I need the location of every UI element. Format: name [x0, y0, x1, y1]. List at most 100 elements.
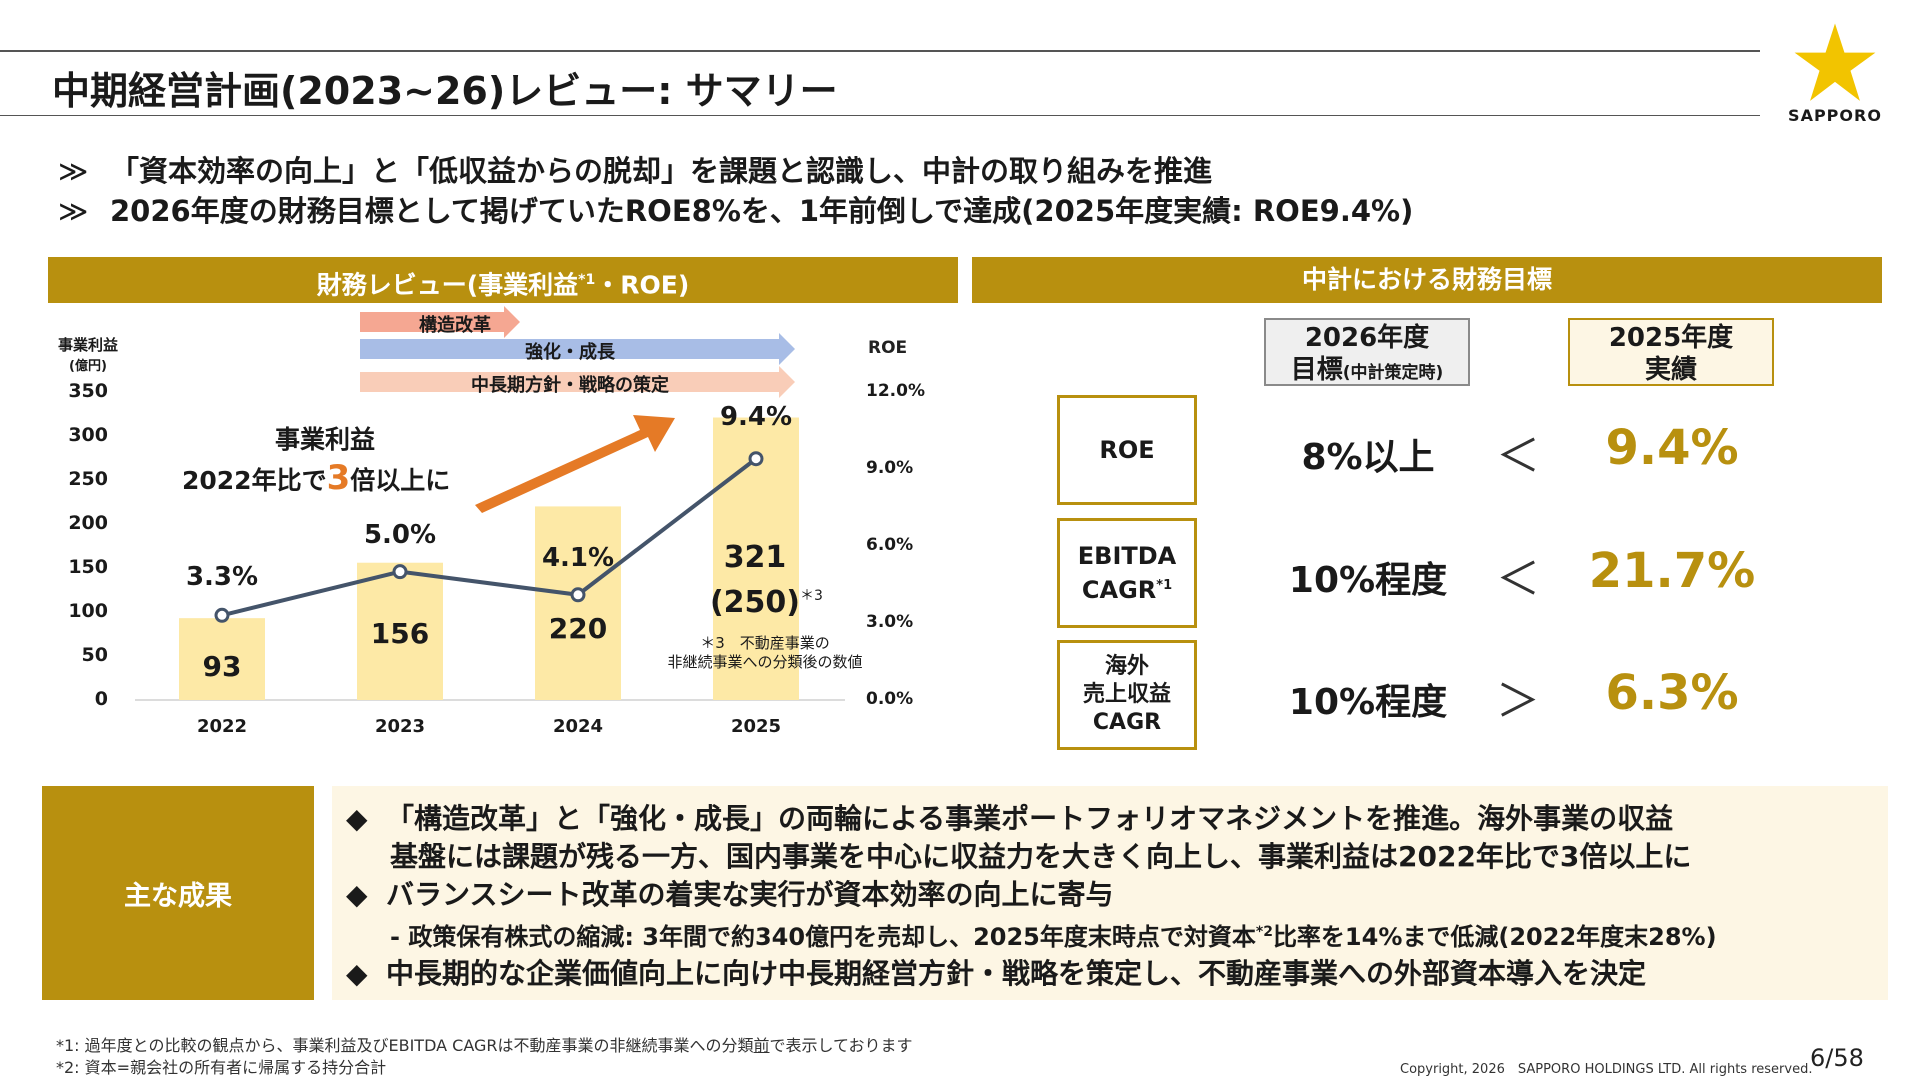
title-rule-top — [0, 50, 1760, 52]
y2-tick-label: 0.0% — [866, 689, 914, 709]
metric-footnote-ref: *1 — [1156, 578, 1173, 593]
result-text: 中長期的な企業価値向上に向け中長期経営方針・戦略を策定し、不動産事業への外部資本… — [386, 957, 1647, 990]
page-title: 中期経営計画(2023~26)レビュー: サマリー — [52, 69, 838, 113]
bar-2025-label: 321 — [723, 540, 787, 575]
sapporo-logo: SAPPORO — [1780, 20, 1890, 135]
callout-post: 倍以上に — [350, 466, 451, 495]
roe-value-label: 5.0% — [363, 520, 437, 550]
result-item-1-cont: 基盤には課題が残る一方、国内事業を中心に収益力を大きく向上し、事業利益は2022… — [390, 840, 1692, 873]
x-tick-label: 2025 — [730, 716, 782, 737]
result-sub-footnote-ref: *2 — [1255, 924, 1273, 940]
chart-note: ＊3 不動産事業の 非継続事業への分類後の数値 — [640, 634, 890, 672]
chart-note-line1: ＊3 不動産事業の — [700, 634, 830, 652]
bar-value-label: 93 — [202, 650, 242, 683]
bullet-mark: ≫ — [58, 194, 89, 228]
result-text: バランスシート改革の着実な実行が資本効率の向上に寄与 — [386, 878, 1114, 911]
actual-roe: 9.4% — [1605, 420, 1739, 476]
arrow-label-structural-reform: 構造改革 — [419, 315, 491, 336]
y2-tick-label: 3.0% — [866, 612, 914, 632]
bar-2025-note-mark: ＊3 — [800, 588, 823, 604]
y-tick-label: 200 — [68, 512, 108, 534]
col-header-actual: 2025年度 実績 — [1568, 318, 1774, 386]
bar-2022 — [179, 618, 265, 700]
financial-review-header: 財務レビュー(事業利益*1・ROE) — [48, 257, 958, 303]
result-item-3: ◆ 中長期的な企業価値向上に向け中長期経営方針・戦略を策定し、不動産事業への外部資… — [342, 955, 1874, 993]
page-number: 6/58 — [1810, 1044, 1864, 1072]
header-main-text: 財務レビュー(事業利益 — [316, 270, 579, 300]
result-item-2-sub: - 政策保有株式の縮減: 3年間で約340億円を売却し、2025年度末時点で対資… — [342, 914, 1874, 955]
result-sub-pre: - 政策保有株式の縮減: 3年間で約340億円を売却し、2025年度末時点で対資… — [390, 923, 1256, 951]
y-tick-label: 300 — [68, 424, 108, 446]
roe-value-label: 4.1% — [541, 543, 615, 573]
roe-line — [221, 457, 758, 618]
target-overseas-revenue-cagr: 10%程度 — [1288, 682, 1448, 723]
footnote-1-pre: *1: 過年度との比較の観点から、事業利益及びEBITDA CAGRは不動産事業… — [56, 1036, 754, 1055]
metric-label-line1: 海外 — [1104, 654, 1149, 679]
header-tail-text: ・ROE) — [595, 270, 690, 300]
arrow-strengthen-growth — [360, 333, 795, 365]
diamond-icon: ◆ — [346, 802, 368, 835]
arrow-strategy — [360, 366, 795, 398]
x-tick-label: 2024 — [552, 716, 604, 737]
actual-ebitda-cagr: 21.7% — [1588, 543, 1756, 599]
left-axis-title-line2: (億円) — [69, 359, 107, 374]
result-sub-post: 比率を14%まで低減(2022年度末28%) — [1272, 923, 1717, 951]
profit-roe-chart — [135, 306, 845, 701]
target-roe: 8%以上 — [1301, 437, 1435, 478]
footnote-1-post: で表示しております — [769, 1036, 913, 1055]
y-tick-label: 250 — [68, 468, 108, 490]
y-tick-label: 50 — [81, 644, 108, 666]
col-header-target-line2: 目標 — [1290, 355, 1343, 385]
arrow-label-strategy: 中長期方針・戦略の策定 — [471, 375, 669, 396]
y-tick-label: 350 — [68, 380, 108, 402]
x-tick-label: 2023 — [374, 716, 426, 737]
compare-roe: ＜ — [1496, 431, 1540, 482]
copyright: Copyright, 2026 SAPPORO HOLDINGS LTD. Al… — [1400, 1062, 1813, 1077]
footnote-1-underlined: 前 — [753, 1036, 770, 1055]
metric-label-line2: CAGR — [1081, 576, 1157, 604]
left-axis-title: 事業利益 (億円) — [48, 334, 128, 374]
title-rule-bottom — [0, 115, 1760, 116]
result-item-1: ◆ 「構造改革」と「強化・成長」の両輪による事業ポートフォリオマネジメントを推進。… — [342, 800, 1874, 838]
roe-point-2022 — [214, 607, 230, 623]
callout-line1: 事業利益 — [274, 425, 375, 454]
roe-value-label: 9.4% — [719, 402, 793, 432]
bar-2024 — [535, 506, 621, 700]
left-axis-title-line1: 事業利益 — [57, 336, 118, 354]
y2-tick-label: 12.0% — [866, 381, 925, 401]
bullet-text: 2026年度の財務目標として掲げていたROE8%を、1年前倒しで達成(2025年… — [110, 194, 1414, 228]
col-header-actual-line1: 2025年度 — [1608, 323, 1734, 353]
col-header-target-line1: 2026年度 — [1304, 323, 1430, 353]
metric-ebitda-cagr: EBITDA CAGR*1 — [1057, 518, 1197, 628]
roe-value-label: 3.3% — [185, 562, 259, 592]
bar-2025-label-adjusted: (250) — [709, 585, 801, 620]
col-header-actual-line2: 実績 — [1644, 355, 1697, 385]
key-results-label: 主な成果 — [42, 786, 314, 1000]
targets-header: 中計における財務目標 — [972, 257, 1882, 303]
summary-bullet-2: ≫ 2026年度の財務目標として掲げていたROE8%を、1年前倒しで達成(2025… — [58, 188, 1413, 230]
col-header-target-note: (中計策定時) — [1342, 363, 1444, 383]
target-ebitda-cagr: 10%程度 — [1288, 560, 1448, 601]
diamond-icon: ◆ — [346, 957, 368, 990]
roe-point-2025 — [748, 451, 764, 467]
compare-ebitda-cagr: ＜ — [1496, 554, 1540, 605]
y2-tick-label: 9.0% — [866, 458, 914, 478]
callout-pre: 2022年比で — [182, 466, 327, 495]
arrow-label-strengthen-growth: 強化・成長 — [525, 342, 615, 363]
summary-bullet-1: ≫ 「資本効率の向上」と「低収益からの脱却」を課題と認識し、中計の取り組みを推進 — [58, 148, 1212, 190]
key-results-body: ◆ 「構造改革」と「強化・成長」の両輪による事業ポートフォリオマネジメントを推進。… — [332, 786, 1888, 1000]
right-axis-title: ROE — [868, 338, 908, 358]
star-icon — [1794, 23, 1876, 101]
y-tick-label: 150 — [68, 556, 108, 578]
logo-text: SAPPORO — [1788, 106, 1882, 125]
arrow-structural-reform — [360, 306, 520, 338]
y-tick-label: 100 — [68, 600, 108, 622]
metric-overseas-revenue-cagr: 海外 売上収益 CAGR — [1057, 640, 1197, 750]
growth-arrow — [475, 415, 675, 513]
callout-number: 3 — [326, 458, 351, 498]
result-text: 「構造改革」と「強化・成長」の両輪による事業ポートフォリオマネジメントを推進。海… — [386, 802, 1674, 835]
bar-value-label: 220 — [548, 612, 608, 645]
footnote-1: *1: 過年度との比較の観点から、事業利益及びEBITDA CAGRは不動産事業… — [56, 1032, 913, 1056]
header-footnote-ref: *1 — [578, 272, 596, 288]
actual-overseas-revenue-cagr: 6.3% — [1605, 665, 1739, 721]
